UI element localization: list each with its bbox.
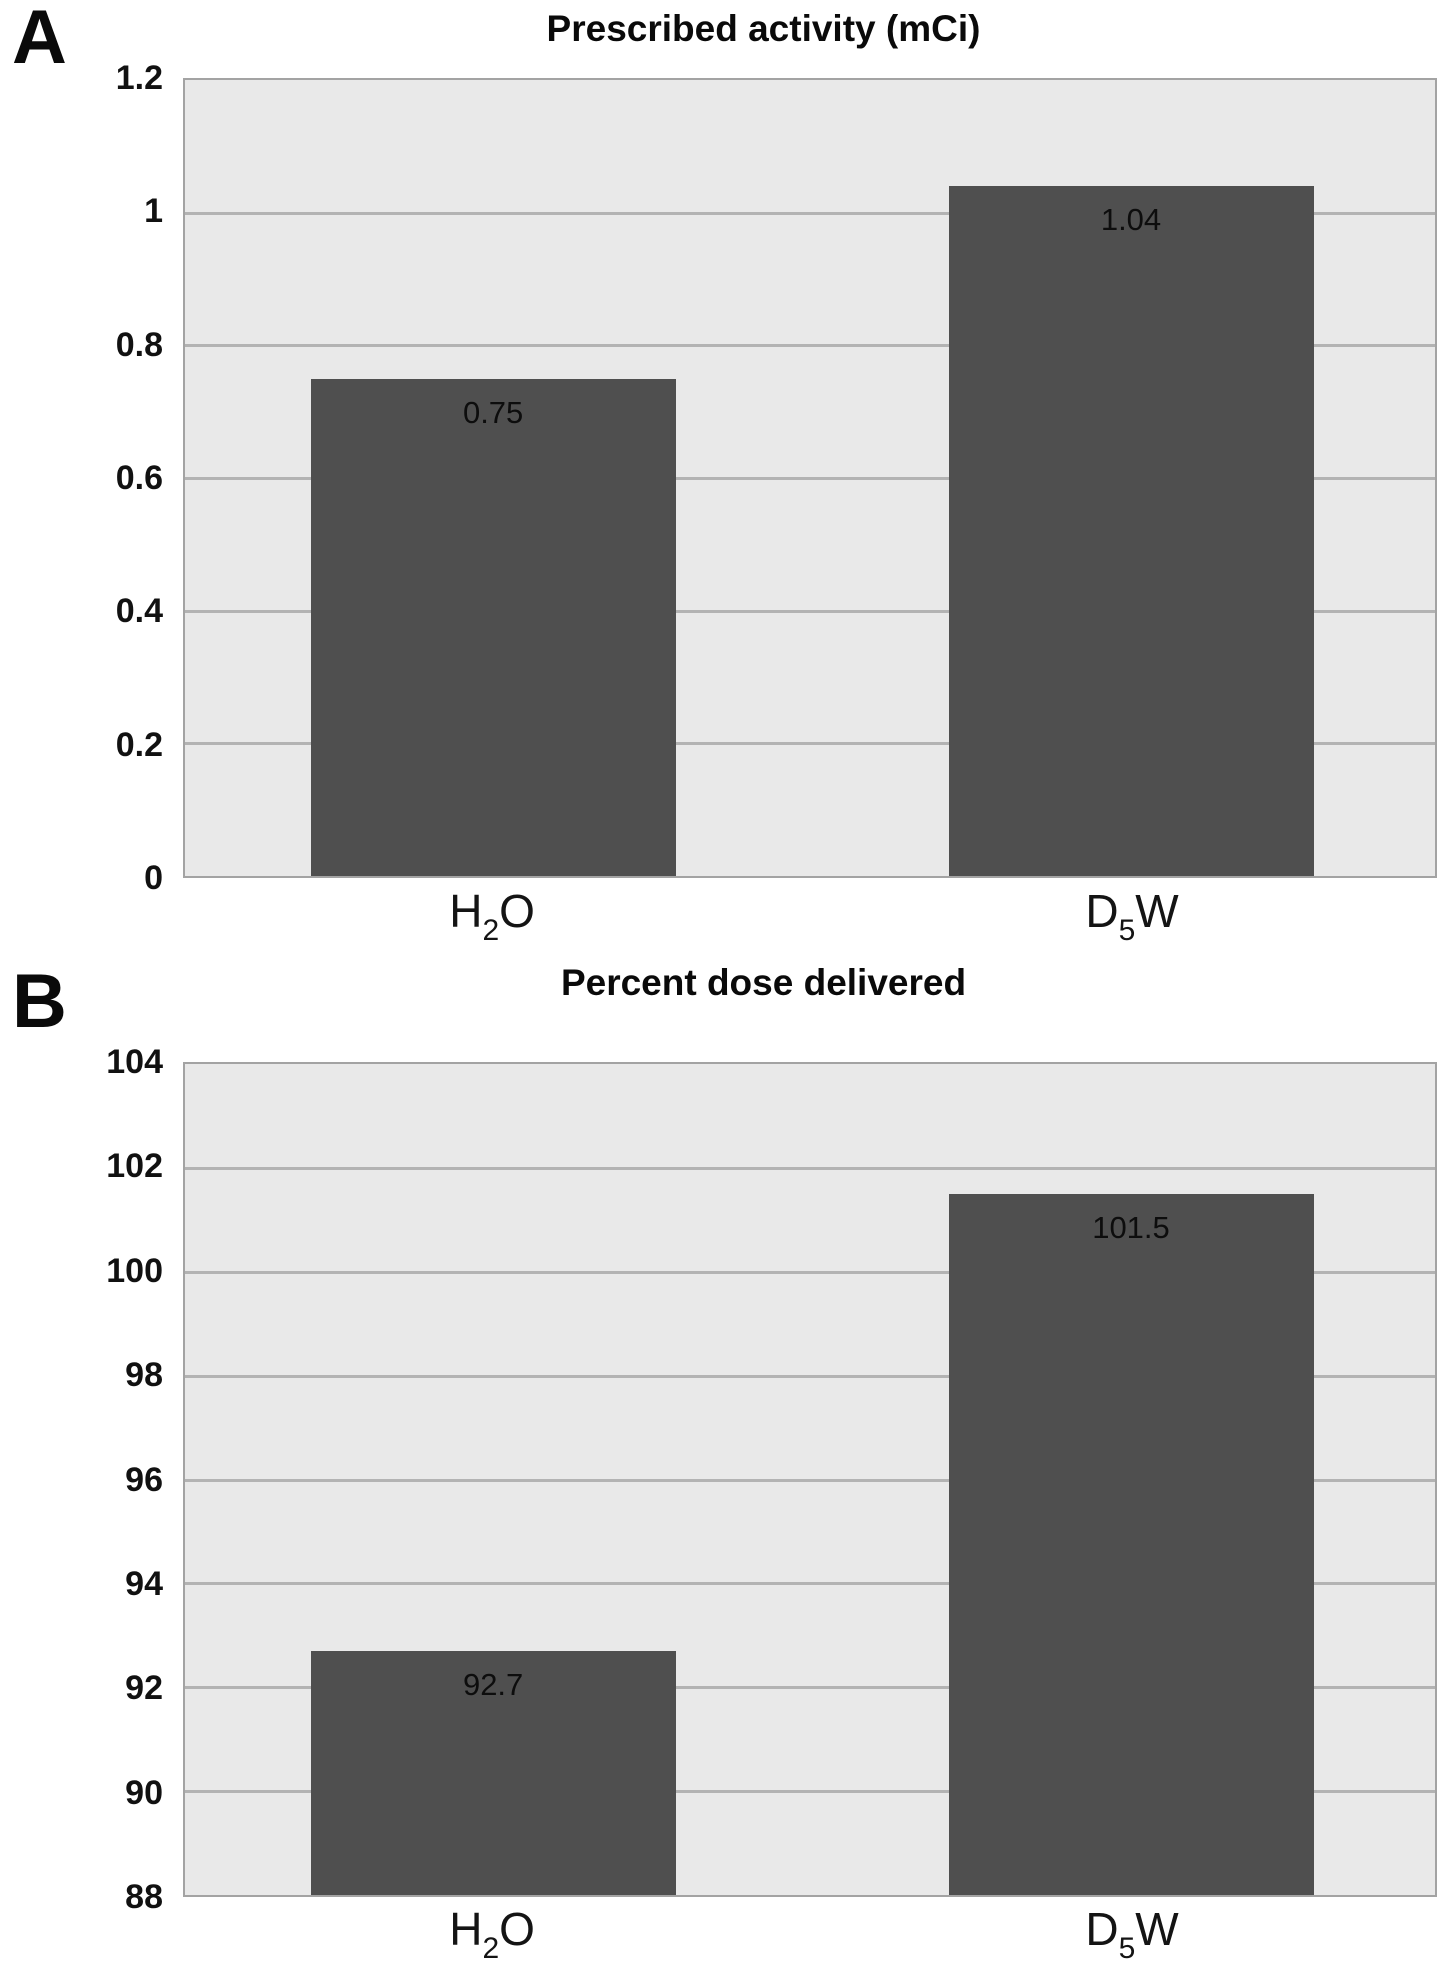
x-axis-a: H2O D5W bbox=[183, 884, 1437, 964]
chart-panel-a: A Prescribed activity (mCi) 1.2 1 0.8 0.6 0.… bbox=[0, 0, 1441, 952]
chart-panel-b: B Percent dose delivered 104 102 100 98 96 94… bbox=[0, 952, 1441, 1964]
panel-label-a: A bbox=[12, 0, 67, 80]
bar-value-label: 101.5 bbox=[1092, 1209, 1170, 1245]
y-tick-label: 0.2 bbox=[115, 725, 163, 764]
plot-area-a: 0.75 1.04 bbox=[183, 78, 1437, 878]
x-category-label-h2o: H2O bbox=[449, 885, 535, 947]
gridline bbox=[185, 1478, 1435, 1482]
gridline bbox=[185, 1374, 1435, 1378]
y-tick-label: 100 bbox=[106, 1251, 163, 1290]
y-axis-b: 104 102 100 98 96 94 92 90 88 bbox=[0, 1044, 163, 1915]
y-tick-label: 90 bbox=[125, 1773, 163, 1812]
bar-d5w: 101.5 bbox=[948, 1193, 1314, 1895]
chart-title-b: Percent dose delivered bbox=[560, 962, 967, 1003]
y-tick-label: 98 bbox=[125, 1356, 163, 1395]
bar-h2o: 92.7 bbox=[310, 1650, 676, 1895]
gridline bbox=[185, 211, 1435, 215]
bar-d5w: 1.04 bbox=[948, 186, 1314, 876]
gridline bbox=[185, 344, 1435, 348]
y-axis-a: 1.2 1 0.8 0.6 0.4 0.2 0 bbox=[0, 60, 163, 896]
y-tick-label: 0.8 bbox=[115, 325, 163, 364]
plot-area-b: 92.7 101.5 bbox=[183, 1062, 1437, 1897]
y-tick-label: 0.6 bbox=[115, 459, 163, 497]
y-tick-label: 0.4 bbox=[115, 592, 163, 631]
y-tick-label: 102 bbox=[106, 1147, 163, 1186]
y-tick-label: 92 bbox=[125, 1669, 163, 1708]
gridline bbox=[185, 1790, 1435, 1794]
x-category-label-h2o: H2O bbox=[449, 1903, 535, 1964]
panel-label-b: B bbox=[12, 959, 67, 1044]
y-tick-label: 94 bbox=[125, 1564, 163, 1603]
bar-value-label: 1.04 bbox=[1100, 202, 1162, 238]
gridline bbox=[185, 1270, 1435, 1274]
y-tick-label: 1.2 bbox=[115, 59, 163, 97]
bar-value-label: 92.7 bbox=[462, 1666, 524, 1702]
chart-title-a: Prescribed activity (mCi) bbox=[546, 8, 981, 49]
gridline bbox=[185, 477, 1435, 480]
gridline bbox=[185, 1166, 1435, 1170]
y-tick-label: 1 bbox=[144, 192, 163, 231]
y-tick-label: 88 bbox=[125, 1878, 163, 1916]
gridline bbox=[185, 742, 1435, 746]
x-category-label-d5w: D5W bbox=[1085, 1903, 1179, 1964]
gridline bbox=[185, 1582, 1435, 1586]
bar-h2o: 0.75 bbox=[310, 378, 676, 876]
gridline bbox=[185, 1686, 1435, 1690]
y-tick-label: 104 bbox=[106, 1043, 163, 1081]
x-category-label-d5w: D5W bbox=[1085, 885, 1179, 947]
x-axis-b: H2O D5W bbox=[183, 1902, 1437, 1964]
y-tick-label: 0 bbox=[144, 859, 163, 897]
y-tick-label: 96 bbox=[125, 1460, 163, 1499]
gridline bbox=[185, 609, 1435, 613]
bar-value-label: 0.75 bbox=[462, 394, 524, 430]
